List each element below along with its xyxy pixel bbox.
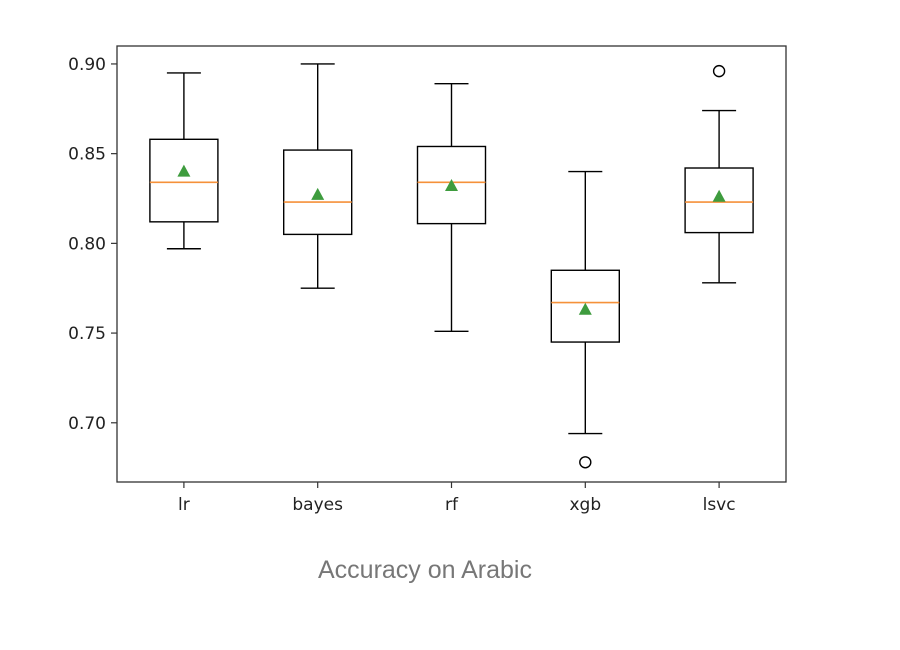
- outlier-point: [712, 64, 726, 78]
- mean-marker: [445, 178, 458, 191]
- x-tick-label: rf: [445, 495, 459, 515]
- x-tick-label: bayes: [292, 495, 343, 515]
- box-group-xgb: [550, 170, 620, 469]
- iqr-box: [283, 149, 353, 236]
- box-group-lsvc: [684, 64, 754, 284]
- chart-caption: Accuracy on Arabic: [318, 556, 532, 584]
- x-tick-label: lr: [178, 495, 190, 515]
- x-tick-label: xgb: [569, 495, 601, 515]
- iqr-box: [684, 167, 754, 234]
- y-tick-label: 0.90: [68, 55, 106, 75]
- iqr-box: [550, 269, 620, 343]
- mean-marker: [712, 189, 726, 202]
- y-tick-label: 0.75: [68, 324, 106, 344]
- y-tick-label: 0.70: [68, 414, 106, 434]
- iqr-box: [416, 145, 487, 225]
- y-tick-label: 0.85: [68, 145, 106, 165]
- iqr-box: [149, 138, 219, 223]
- box-group-bayes: [283, 63, 353, 289]
- x-tick-label: lsvc: [703, 495, 736, 515]
- box-group-rf: [416, 82, 487, 332]
- outlier-point: [579, 456, 592, 469]
- box-group-lr: [149, 72, 219, 250]
- mean-marker: [177, 164, 191, 177]
- mean-marker: [578, 302, 592, 315]
- mean-marker: [311, 187, 325, 200]
- y-tick-label: 0.80: [68, 234, 106, 254]
